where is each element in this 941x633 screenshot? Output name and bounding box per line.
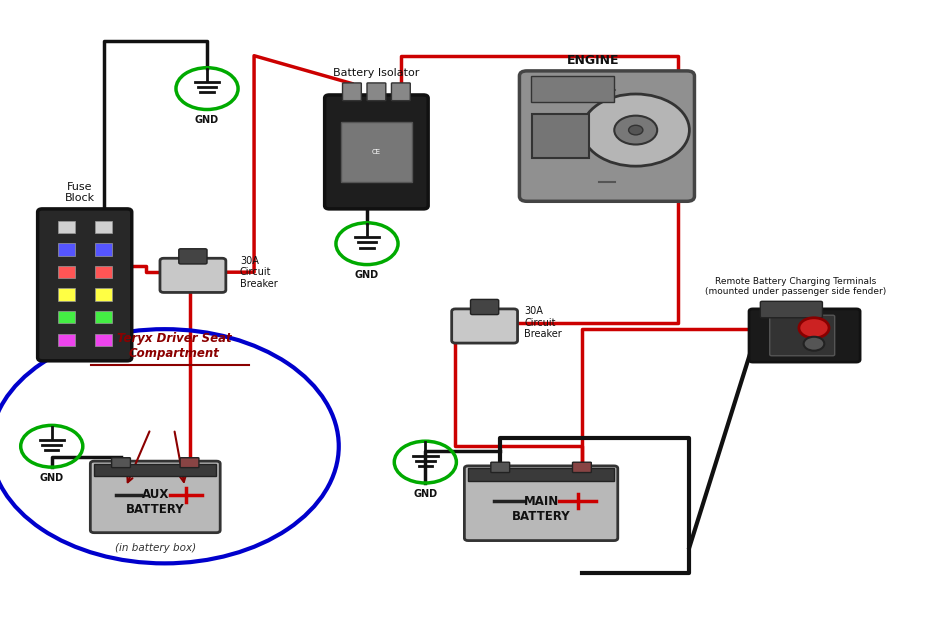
FancyBboxPatch shape bbox=[180, 458, 199, 468]
Text: 30A
Circuit
Breaker: 30A Circuit Breaker bbox=[524, 306, 562, 339]
FancyBboxPatch shape bbox=[464, 466, 617, 541]
Bar bbox=[57, 334, 74, 346]
Text: ENGINE: ENGINE bbox=[566, 54, 619, 67]
FancyBboxPatch shape bbox=[452, 309, 518, 343]
Text: Remote Battery Charging Terminals
(mounted under passenger side fender): Remote Battery Charging Terminals (mount… bbox=[705, 277, 885, 296]
Bar bbox=[95, 266, 112, 279]
Bar bbox=[95, 311, 112, 323]
FancyBboxPatch shape bbox=[325, 95, 428, 209]
Bar bbox=[531, 76, 614, 103]
Bar bbox=[532, 115, 589, 158]
Bar bbox=[94, 463, 216, 475]
Bar bbox=[95, 221, 112, 233]
FancyBboxPatch shape bbox=[160, 258, 226, 292]
FancyBboxPatch shape bbox=[760, 301, 822, 318]
FancyBboxPatch shape bbox=[38, 209, 132, 361]
FancyBboxPatch shape bbox=[112, 458, 131, 468]
Circle shape bbox=[614, 116, 657, 144]
FancyBboxPatch shape bbox=[90, 461, 220, 533]
Bar bbox=[57, 311, 74, 323]
Bar bbox=[57, 289, 74, 301]
Bar bbox=[95, 243, 112, 256]
Text: Teryx Driver Seat
Compartment: Teryx Driver Seat Compartment bbox=[117, 332, 231, 360]
FancyBboxPatch shape bbox=[343, 83, 361, 101]
Text: Battery Isolator: Battery Isolator bbox=[333, 68, 420, 78]
Text: GND: GND bbox=[413, 489, 438, 499]
FancyBboxPatch shape bbox=[770, 315, 835, 356]
Bar bbox=[57, 221, 74, 233]
Text: GND: GND bbox=[40, 473, 64, 483]
Circle shape bbox=[799, 318, 829, 338]
Circle shape bbox=[582, 94, 690, 166]
Bar bbox=[57, 243, 74, 256]
Text: (in battery box): (in battery box) bbox=[115, 542, 196, 553]
Text: MAIN
BATTERY: MAIN BATTERY bbox=[512, 495, 570, 523]
FancyBboxPatch shape bbox=[519, 71, 694, 201]
Circle shape bbox=[629, 125, 643, 135]
Text: 30A
Circuit
Breaker: 30A Circuit Breaker bbox=[240, 256, 278, 289]
Bar bbox=[341, 122, 412, 182]
Text: GND: GND bbox=[355, 270, 379, 280]
Bar bbox=[468, 468, 614, 481]
Text: AUX
BATTERY: AUX BATTERY bbox=[126, 488, 184, 517]
FancyBboxPatch shape bbox=[749, 309, 860, 362]
FancyBboxPatch shape bbox=[491, 462, 510, 472]
FancyBboxPatch shape bbox=[572, 462, 591, 472]
Text: GND: GND bbox=[195, 115, 219, 125]
FancyBboxPatch shape bbox=[367, 83, 386, 101]
FancyBboxPatch shape bbox=[470, 299, 499, 315]
Circle shape bbox=[804, 337, 824, 351]
Text: Fuse
Block: Fuse Block bbox=[65, 182, 95, 203]
Bar bbox=[57, 266, 74, 279]
Text: CE: CE bbox=[372, 149, 381, 155]
FancyBboxPatch shape bbox=[179, 249, 207, 264]
Bar bbox=[95, 289, 112, 301]
FancyBboxPatch shape bbox=[391, 83, 410, 101]
Bar bbox=[95, 334, 112, 346]
